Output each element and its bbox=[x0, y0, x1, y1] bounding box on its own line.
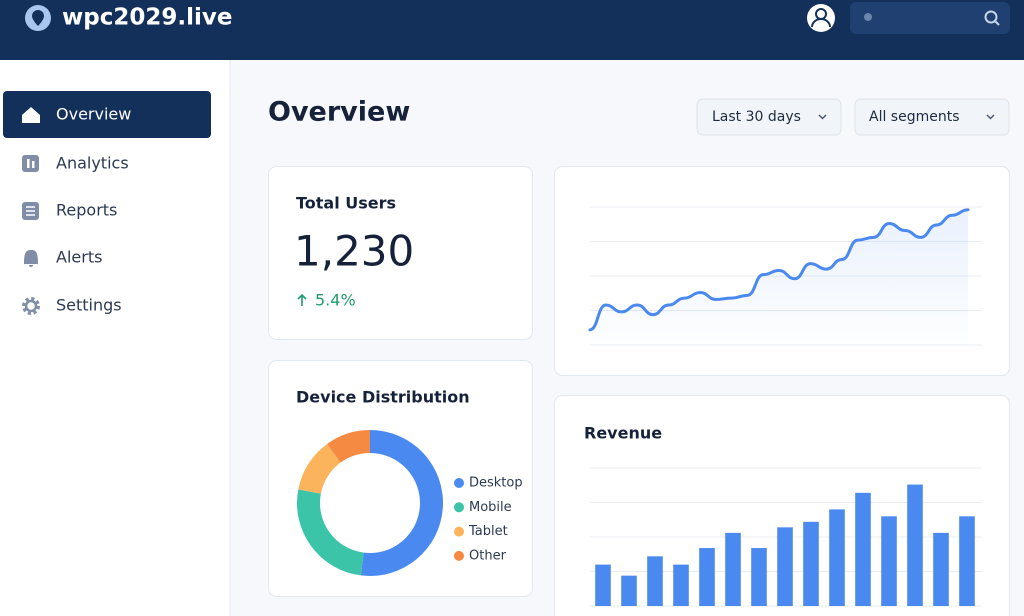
chevron bbox=[986, 114, 995, 120]
bar bbox=[829, 509, 845, 606]
kpi-title: Total Users bbox=[296, 194, 396, 213]
chevron bbox=[818, 114, 827, 120]
donut-segment bbox=[298, 443, 341, 494]
bar bbox=[699, 548, 715, 606]
bar bbox=[803, 521, 819, 606]
line-area bbox=[590, 209, 968, 345]
filter-label: All segments bbox=[869, 109, 960, 125]
bar bbox=[725, 532, 741, 606]
nav-item[interactable]: Settings bbox=[56, 296, 122, 315]
site-title: wpc2029.live bbox=[62, 5, 232, 31]
legend-label: Desktop bbox=[469, 476, 523, 491]
nav-item[interactable]: Overview bbox=[56, 105, 131, 124]
kpi-value: 1,230 bbox=[294, 227, 414, 276]
bar bbox=[907, 484, 923, 606]
icon-analytics bbox=[22, 155, 39, 172]
search-icon-handle bbox=[994, 20, 1000, 26]
icon-settings-ring bbox=[24, 299, 38, 313]
chart-title: Revenue bbox=[584, 424, 662, 443]
legend-label: Mobile bbox=[469, 500, 512, 515]
kpi-change: 5.4% bbox=[315, 291, 356, 310]
legend-label: Tablet bbox=[468, 524, 508, 539]
icon-analytics-bar bbox=[27, 159, 30, 168]
search-icon bbox=[984, 10, 998, 24]
nav-item[interactable]: Reports bbox=[56, 201, 117, 220]
logo-mark bbox=[32, 10, 44, 26]
bar bbox=[855, 492, 871, 606]
bar bbox=[595, 564, 611, 606]
donut-segment bbox=[360, 430, 444, 576]
legend-swatch bbox=[454, 502, 464, 513]
filter-label: Last 30 days bbox=[712, 109, 801, 125]
line bbox=[588, 208, 970, 332]
donut-segment bbox=[327, 430, 370, 463]
nav-item[interactable]: Analytics bbox=[56, 154, 129, 173]
icon-reports-lines bbox=[26, 206, 35, 216]
up-arrow bbox=[297, 293, 307, 306]
bar bbox=[621, 575, 637, 606]
icon-home bbox=[22, 107, 40, 123]
icon-analytics-bar bbox=[32, 161, 35, 168]
bar bbox=[751, 548, 767, 606]
legend-label: Other bbox=[469, 548, 507, 563]
device-card bbox=[268, 360, 533, 597]
icon-settings bbox=[22, 297, 40, 315]
chart-title: Device Distribution bbox=[296, 388, 470, 407]
avatar-body bbox=[811, 18, 831, 28]
bar bbox=[647, 556, 663, 606]
legend-swatch bbox=[454, 550, 464, 561]
search-dot bbox=[864, 13, 872, 21]
bar bbox=[933, 532, 949, 606]
kpi-card bbox=[268, 166, 533, 340]
filter[interactable] bbox=[854, 98, 1010, 136]
bar bbox=[881, 516, 897, 606]
bar bbox=[673, 564, 689, 606]
search-box[interactable] bbox=[850, 2, 1010, 34]
page-title: Overview bbox=[268, 97, 410, 128]
nav-item[interactable]: Alerts bbox=[56, 248, 102, 267]
donut-segment bbox=[296, 489, 364, 576]
legend-swatch bbox=[454, 478, 464, 488]
bar bbox=[777, 527, 793, 606]
bar bbox=[959, 516, 975, 606]
filter[interactable] bbox=[696, 98, 842, 136]
icon-alerts bbox=[24, 250, 38, 267]
nav-active[interactable] bbox=[3, 91, 211, 138]
legend-swatch bbox=[454, 526, 464, 537]
sidebar bbox=[0, 60, 230, 616]
